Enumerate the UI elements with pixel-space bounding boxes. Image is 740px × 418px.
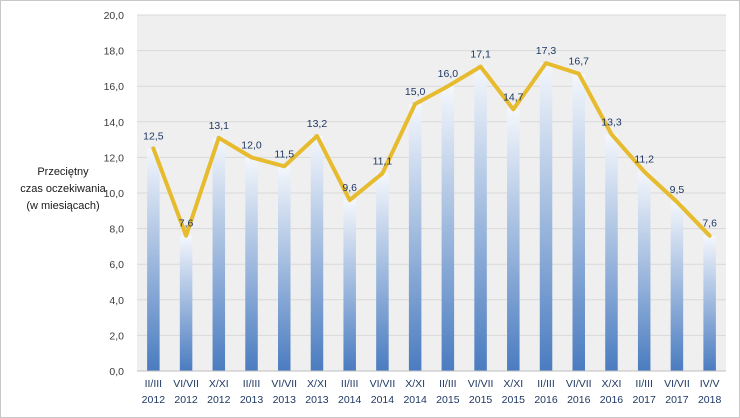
data-label: 9,6: [342, 182, 357, 194]
data-label: 15,0: [405, 86, 426, 98]
data-label: 7,6: [702, 218, 717, 230]
x-tick-year: 2012: [142, 394, 166, 406]
data-label: 12,5: [143, 131, 164, 143]
y-axis-title-line-1: Przeciętny: [37, 166, 89, 178]
data-label: 17,3: [536, 45, 557, 57]
x-tick-period: X/XI: [307, 378, 327, 390]
bar: [245, 157, 258, 371]
y-axis-title-line-2: czas oczekiwania: [20, 183, 106, 195]
y-tick-label: 0,0: [109, 366, 124, 378]
bar: [278, 166, 291, 371]
bar: [441, 86, 455, 371]
x-tick-year: 2013: [240, 394, 264, 406]
x-tick-period: VI/VII: [664, 378, 690, 390]
y-tick-label: 18,0: [104, 46, 125, 58]
x-tick-period: X/XI: [503, 378, 523, 390]
y-tick-label: 2,0: [109, 330, 124, 342]
bar: [179, 235, 193, 371]
bar: [408, 104, 422, 371]
data-label: 11,1: [373, 155, 393, 167]
data-label: 13,3: [601, 116, 622, 128]
x-tick-period: X/XI: [209, 378, 229, 390]
x-tick-year: 2014: [371, 394, 395, 406]
x-tick-period: VI/VII: [173, 378, 199, 390]
data-label: 16,7: [569, 56, 590, 68]
bar: [637, 171, 651, 371]
x-tick-year: 2012: [174, 394, 198, 406]
x-tick-year: 2013: [273, 394, 297, 406]
bar: [147, 148, 160, 371]
bar: [507, 109, 520, 371]
y-tick-label: 12,0: [104, 152, 125, 164]
y-tick-label: 6,0: [109, 259, 124, 271]
x-tick-year: 2018: [698, 394, 722, 406]
data-label: 11,5: [274, 148, 294, 160]
x-tick-period: VI/VII: [468, 378, 494, 390]
x-tick-period: VI/VII: [566, 378, 592, 390]
data-label: 14,7: [503, 91, 524, 103]
bar: [703, 235, 716, 371]
data-label: 9,5: [670, 184, 685, 196]
x-tick-period: II/III: [145, 378, 163, 390]
x-tick-period: II/III: [537, 378, 555, 390]
x-tick-period: X/XI: [405, 378, 425, 390]
bar: [212, 137, 226, 371]
y-tick-label: 8,0: [109, 224, 124, 236]
x-tick-year: 2014: [403, 394, 427, 406]
x-tick-year: 2012: [207, 394, 231, 406]
data-label: 12,0: [241, 139, 262, 151]
data-label: 13,2: [307, 118, 328, 130]
bar: [310, 136, 324, 371]
x-tick-year: 2016: [534, 394, 558, 406]
x-tick-year: 2015: [469, 394, 493, 406]
x-tick-year: 2015: [436, 394, 460, 406]
y-tick-label: 20,0: [104, 10, 125, 22]
x-tick-year: 2014: [338, 394, 362, 406]
data-label: 17,1: [470, 49, 491, 61]
x-tick-year: 2015: [502, 394, 526, 406]
x-tick-period: II/III: [439, 378, 457, 390]
x-tick-period: II/III: [243, 378, 261, 390]
y-tick-label: 4,0: [109, 295, 124, 307]
bar: [605, 134, 618, 371]
x-tick-year: 2016: [600, 394, 624, 406]
data-label: 11,2: [634, 154, 654, 166]
x-tick-year: 2017: [665, 394, 689, 406]
x-tick-year: 2013: [305, 394, 329, 406]
bar: [474, 66, 487, 372]
x-tick-period: VI/VII: [271, 378, 297, 390]
x-tick-year: 2017: [633, 394, 657, 406]
y-axis-title-line-3: (w miesiącach): [26, 200, 100, 212]
data-label: 7,6: [179, 218, 194, 230]
data-label: 16,0: [438, 68, 459, 80]
x-tick-period: IV/V: [700, 378, 720, 390]
bar: [572, 73, 585, 372]
y-tick-label: 14,0: [104, 117, 125, 129]
bar: [539, 63, 553, 372]
y-tick-label: 16,0: [104, 81, 125, 93]
x-tick-period: X/XI: [602, 378, 622, 390]
bar: [376, 173, 389, 371]
x-tick-period: II/III: [341, 378, 359, 390]
y-axis-title: Przeciętny czas oczekiwania (w miesiącac…: [8, 164, 118, 215]
x-tick-period: VI/VII: [370, 378, 396, 390]
x-tick-year: 2016: [567, 394, 591, 406]
y-tick-label: 10,0: [104, 188, 125, 200]
bar: [670, 201, 684, 371]
x-tick-period: II/III: [635, 378, 653, 390]
data-label: 13,1: [209, 120, 230, 132]
bar: [343, 200, 356, 371]
series-line: [151, 61, 712, 238]
